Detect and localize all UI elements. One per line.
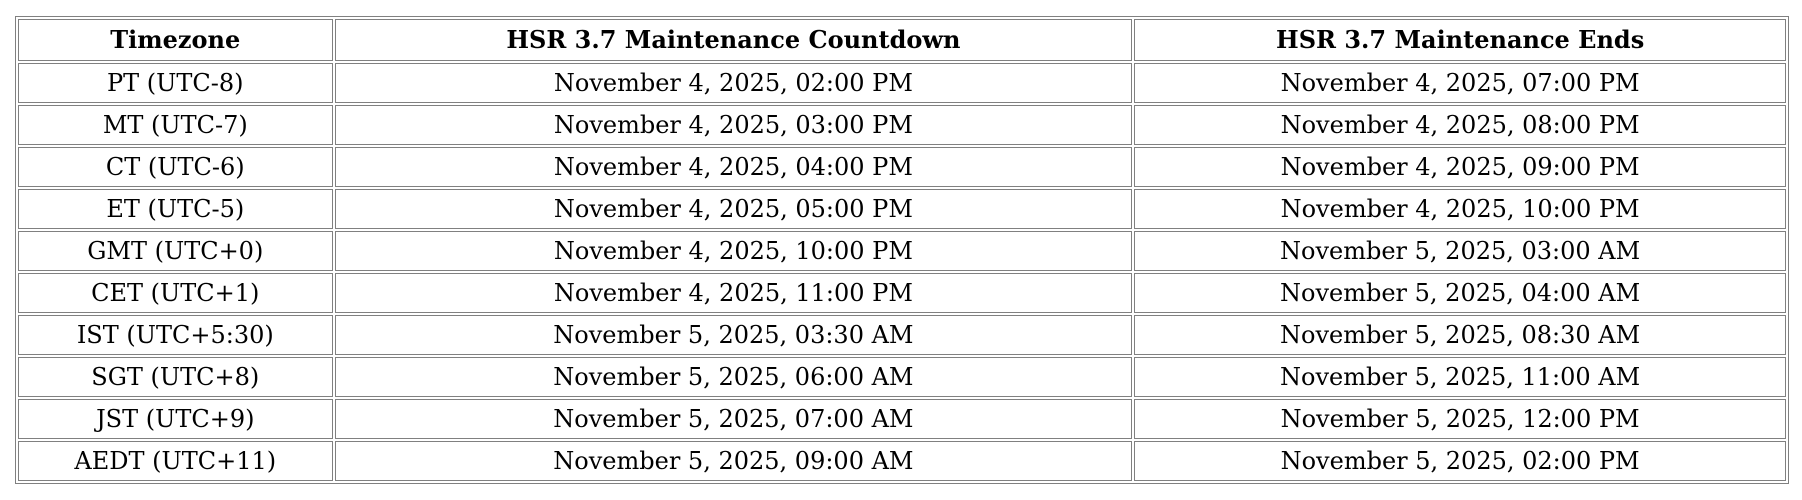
countdown-cell: November 5, 2025, 07:00 AM [334, 399, 1133, 439]
countdown-cell: November 4, 2025, 03:00 PM [334, 105, 1133, 145]
table-row: GMT (UTC+0) November 4, 2025, 10:00 PM Nov… [18, 231, 1786, 271]
ends-cell: November 4, 2025, 10:00 PM [1134, 189, 1786, 229]
timezone-cell: IST (UTC+5:30) [18, 315, 333, 355]
timezone-cell: AEDT (UTC+11) [18, 441, 333, 481]
ends-cell: November 4, 2025, 09:00 PM [1134, 147, 1786, 187]
table-row: IST (UTC+5:30) November 5, 2025, 03:30 AM… [18, 315, 1786, 355]
timezone-cell: GMT (UTC+0) [18, 231, 333, 271]
timezone-cell: PT (UTC-8) [18, 63, 333, 103]
timezone-cell: JST (UTC+9) [18, 399, 333, 439]
timezone-cell: ET (UTC-5) [18, 189, 333, 229]
ends-cell: November 5, 2025, 03:00 AM [1134, 231, 1786, 271]
timezone-cell: CET (UTC+1) [18, 273, 333, 313]
countdown-cell: November 4, 2025, 11:00 PM [334, 273, 1133, 313]
timezone-cell: CT (UTC-6) [18, 147, 333, 187]
countdown-cell: November 4, 2025, 04:00 PM [334, 147, 1133, 187]
table-row: SGT (UTC+8) November 5, 2025, 06:00 AM Nov… [18, 357, 1786, 397]
countdown-cell: November 4, 2025, 02:00 PM [334, 63, 1133, 103]
countdown-cell: November 5, 2025, 06:00 AM [334, 357, 1133, 397]
ends-cell: November 5, 2025, 08:30 AM [1134, 315, 1786, 355]
header-countdown: HSR 3.7 Maintenance Countdown [334, 19, 1133, 61]
countdown-cell: November 4, 2025, 05:00 PM [334, 189, 1133, 229]
maintenance-schedule-table: Timezone HSR 3.7 Maintenance Countdown H… [15, 16, 1789, 484]
table-row: AEDT (UTC+11) November 5, 2025, 09:00 AM N… [18, 441, 1786, 481]
ends-cell: November 5, 2025, 02:00 PM [1134, 441, 1786, 481]
timezone-cell: MT (UTC-7) [18, 105, 333, 145]
countdown-cell: November 5, 2025, 09:00 AM [334, 441, 1133, 481]
table-row: PT (UTC-8) November 4, 2025, 02:00 PM Nove… [18, 63, 1786, 103]
countdown-cell: November 4, 2025, 10:00 PM [334, 231, 1133, 271]
table-row: ET (UTC-5) November 4, 2025, 05:00 PM Nove… [18, 189, 1786, 229]
ends-cell: November 5, 2025, 11:00 AM [1134, 357, 1786, 397]
ends-cell: November 4, 2025, 08:00 PM [1134, 105, 1786, 145]
table-row: MT (UTC-7) November 4, 2025, 03:00 PM Nove… [18, 105, 1786, 145]
table-row: CET (UTC+1) November 4, 2025, 11:00 PM Nov… [18, 273, 1786, 313]
ends-cell: November 5, 2025, 12:00 PM [1134, 399, 1786, 439]
timezone-cell: SGT (UTC+8) [18, 357, 333, 397]
table-row: JST (UTC+9) November 5, 2025, 07:00 AM Nov… [18, 399, 1786, 439]
header-timezone: Timezone [18, 19, 333, 61]
header-ends: HSR 3.7 Maintenance Ends [1134, 19, 1786, 61]
countdown-cell: November 5, 2025, 03:30 AM [334, 315, 1133, 355]
ends-cell: November 4, 2025, 07:00 PM [1134, 63, 1786, 103]
table-row: CT (UTC-6) November 4, 2025, 04:00 PM Nove… [18, 147, 1786, 187]
header-row: Timezone HSR 3.7 Maintenance Countdown H… [18, 19, 1786, 61]
ends-cell: November 5, 2025, 04:00 AM [1134, 273, 1786, 313]
